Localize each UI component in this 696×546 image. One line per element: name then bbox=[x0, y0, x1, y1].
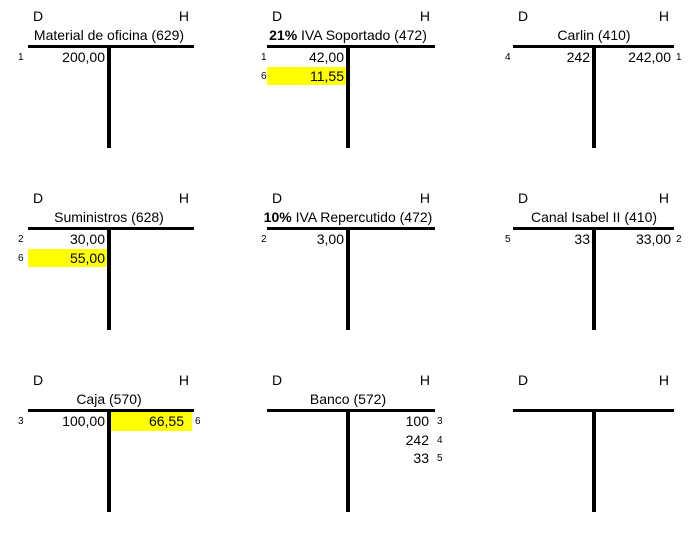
account-title-rest: Suministros (628) bbox=[54, 209, 164, 225]
account-title-rest: Banco (572) bbox=[309, 391, 387, 407]
taccount-center-rule bbox=[592, 227, 596, 330]
credit-amount: 33,00 bbox=[635, 231, 671, 247]
taccount-caja: D H Caja (570) 3 100,00 66,55 6 bbox=[0, 364, 232, 546]
account-title: 10% IVA Repercutido (472) bbox=[238, 208, 458, 226]
entry-number: 6 bbox=[261, 70, 267, 82]
account-title-rest: Canal Isabel II (410) bbox=[530, 209, 658, 225]
taccount-center-rule bbox=[107, 409, 111, 512]
debit-column-label: D bbox=[33, 372, 44, 388]
taccount-top-rule bbox=[28, 45, 194, 48]
credit-column-label: H bbox=[419, 372, 430, 388]
entry-number: 5 bbox=[437, 453, 443, 464]
credit-column-label: H bbox=[658, 372, 669, 388]
debit-column-label: D bbox=[518, 190, 529, 206]
taccount-top-rule bbox=[267, 45, 435, 48]
entry-number: 1 bbox=[261, 52, 267, 63]
taccount-center-rule bbox=[346, 227, 350, 330]
entry-number: 4 bbox=[437, 434, 443, 446]
entry-number: 2 bbox=[676, 234, 682, 245]
entry-number: 6 bbox=[18, 252, 24, 264]
entry-number: 2 bbox=[261, 234, 267, 245]
taccount-suministros: D H Suministros (628) 2 30,00 6 55,00 bbox=[0, 182, 232, 364]
credit-column-label: H bbox=[419, 190, 430, 206]
debit-column-label: D bbox=[272, 190, 283, 206]
account-title-bold: 10% bbox=[263, 209, 292, 225]
taccount-center-rule bbox=[107, 45, 111, 148]
taccount-canal-isabel-ii: D H Canal Isabel II (410) 5 33 33,00 2 bbox=[464, 182, 696, 364]
account-title-rest: Caja (570) bbox=[76, 391, 142, 407]
taccount-iva-repercutido-10: D H 10% IVA Repercutido (472) 2 3,00 bbox=[232, 182, 464, 364]
debit-amount: 42,00 bbox=[308, 49, 344, 65]
account-title-rest: Material de oficina (629) bbox=[33, 27, 185, 43]
debit-amount: 200,00 bbox=[62, 49, 105, 65]
credit-amount: 100 bbox=[405, 413, 429, 429]
debit-column-label: D bbox=[518, 372, 529, 388]
entry-number: 6 bbox=[195, 416, 201, 427]
debit-amount: 33 bbox=[574, 231, 590, 247]
debit-amount-highlighted: 11,55 bbox=[267, 66, 346, 85]
taccount-top-rule bbox=[28, 227, 194, 230]
taccount-empty: D H bbox=[464, 364, 696, 546]
debit-amount: 242 bbox=[566, 49, 590, 65]
account-title-rest: Carlin (410) bbox=[557, 27, 631, 43]
credit-column-label: H bbox=[658, 8, 669, 24]
account-title: Material de oficina (629) bbox=[0, 26, 219, 44]
account-title-rest: IVA Repercutido (472) bbox=[291, 209, 433, 225]
debit-column-label: D bbox=[33, 190, 44, 206]
taccount-center-rule bbox=[592, 45, 596, 148]
debit-column-label: D bbox=[33, 8, 44, 24]
account-title: Carlin (410) bbox=[484, 26, 696, 44]
debit-column-label: D bbox=[518, 8, 529, 24]
account-title: Banco (572) bbox=[238, 390, 458, 408]
account-title-bold: 21% bbox=[269, 27, 298, 43]
taccount-top-rule bbox=[267, 227, 435, 230]
credit-column-label: H bbox=[178, 8, 189, 24]
entry-number: 4 bbox=[505, 52, 511, 63]
entry-number: 3 bbox=[437, 416, 443, 427]
debit-column-label: D bbox=[272, 8, 283, 24]
credit-column-label: H bbox=[178, 190, 189, 206]
credit-column-label: H bbox=[658, 190, 669, 206]
credit-amount-highlighted: 66,55 bbox=[111, 412, 192, 431]
taccount-top-rule bbox=[267, 409, 435, 412]
account-title: Caja (570) bbox=[0, 390, 219, 408]
debit-amount: 3,00 bbox=[316, 231, 344, 247]
account-title: Canal Isabel II (410) bbox=[484, 208, 696, 226]
taccount-carlin: D H Carlin (410) 4 242 242,00 1 bbox=[464, 0, 696, 182]
credit-column-label: H bbox=[419, 8, 430, 24]
entry-number: 1 bbox=[18, 52, 24, 63]
taccount-center-rule bbox=[592, 409, 596, 512]
credit-amount: 33 bbox=[413, 450, 429, 466]
entry-number: 1 bbox=[676, 52, 682, 63]
credit-column-label: H bbox=[178, 372, 189, 388]
account-title: Suministros (628) bbox=[0, 208, 219, 226]
debit-column-label: D bbox=[272, 372, 283, 388]
ledger-sheet: D H Material de oficina (629) 1 200,00 D… bbox=[0, 0, 696, 512]
taccount-center-rule bbox=[346, 45, 350, 148]
debit-amount: 100,00 bbox=[62, 413, 105, 429]
account-title: 21% IVA Soportado (472) bbox=[238, 26, 458, 44]
debit-amount-highlighted: 55,00 bbox=[28, 248, 107, 267]
taccount-banco: D H Banco (572) 100 3 242 4 33 5 bbox=[232, 364, 464, 546]
entry-number: 5 bbox=[505, 234, 511, 245]
taccount-material-de-oficina: D H Material de oficina (629) 1 200,00 bbox=[0, 0, 232, 182]
taccount-center-rule bbox=[346, 409, 350, 512]
credit-amount: 242 bbox=[405, 431, 429, 448]
taccount-top-rule bbox=[28, 409, 194, 412]
entry-number: 2 bbox=[18, 234, 24, 245]
debit-amount: 30,00 bbox=[69, 231, 105, 247]
credit-amount: 242,00 bbox=[628, 49, 671, 65]
entry-number: 3 bbox=[18, 416, 24, 427]
taccount-center-rule bbox=[107, 227, 111, 330]
account-title-rest: IVA Soportado (472) bbox=[297, 27, 427, 43]
taccount-iva-soportado-21: D H 21% IVA Soportado (472) 1 42,00 6 11… bbox=[232, 0, 464, 182]
